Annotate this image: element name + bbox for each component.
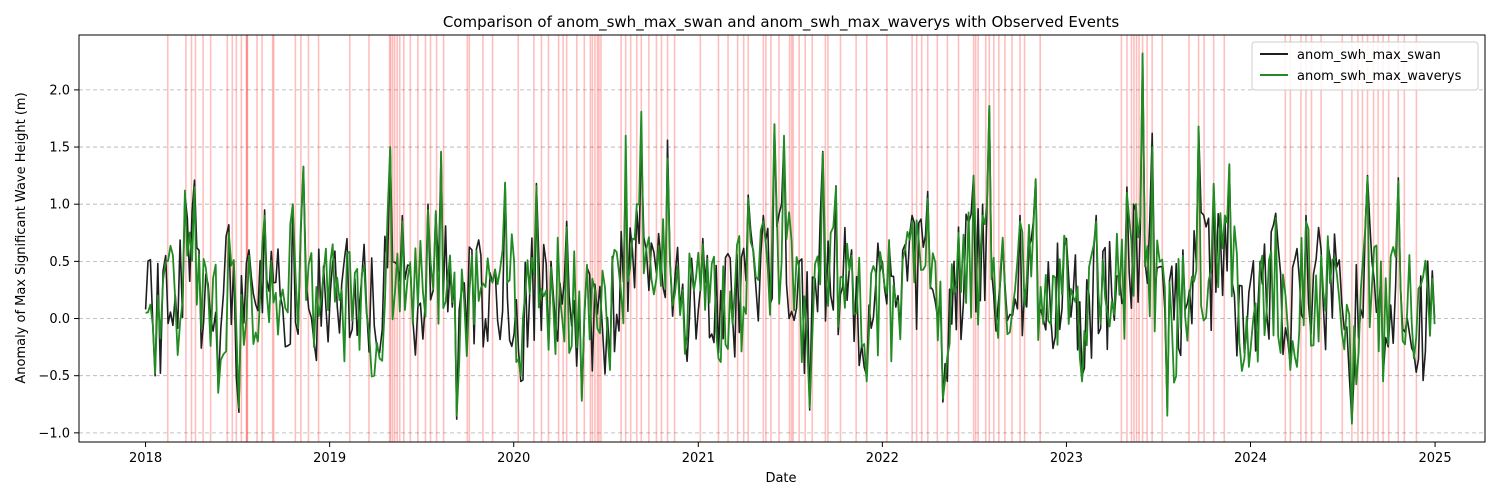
y-axis-label: Anomaly of Max Significant Wave Height (…: [14, 92, 29, 383]
x-tick-label: 2018: [129, 451, 162, 466]
series-line-waverys: [145, 52, 1436, 425]
y-tick-label: −1.0: [38, 426, 70, 441]
x-tick-label: 2019: [313, 451, 346, 466]
y-tick-label: −0.5: [38, 369, 70, 384]
legend-label-waverys: anom_swh_max_waverys: [1297, 69, 1462, 84]
y-axis: −1.0 −0.5 0.0 0.5 1.0 1.5 2.0: [38, 83, 79, 441]
y-tick-label: 1.0: [49, 198, 70, 213]
legend-label-swan: anom_swh_max_swan: [1297, 48, 1441, 63]
y-tick-label: 0.5: [49, 255, 70, 270]
x-tick-label: 2021: [682, 451, 715, 466]
series-lines: [144, 52, 1436, 425]
x-axis-label: Date: [765, 471, 796, 486]
plot-frame: [78, 34, 1486, 443]
x-tick-label: 2020: [497, 451, 530, 466]
legend-box: [1251, 41, 1479, 91]
y-tick-label: 0.0: [49, 312, 70, 327]
legend: anom_swh_max_swan anom_swh_max_waverys: [1251, 41, 1479, 91]
x-tick-label: 2024: [1234, 451, 1267, 466]
x-axis: 2018 2019 2020 2021 2022 2023 2024 2025: [129, 442, 1452, 466]
y-tick-label: 1.5: [49, 141, 70, 156]
chart-title: Comparison of anom_swh_max_swan and anom…: [443, 13, 1120, 32]
x-tick-label: 2022: [866, 451, 899, 466]
x-tick-label: 2025: [1419, 451, 1452, 466]
x-tick-label: 2023: [1050, 451, 1083, 466]
y-tick-label: 2.0: [49, 83, 70, 98]
